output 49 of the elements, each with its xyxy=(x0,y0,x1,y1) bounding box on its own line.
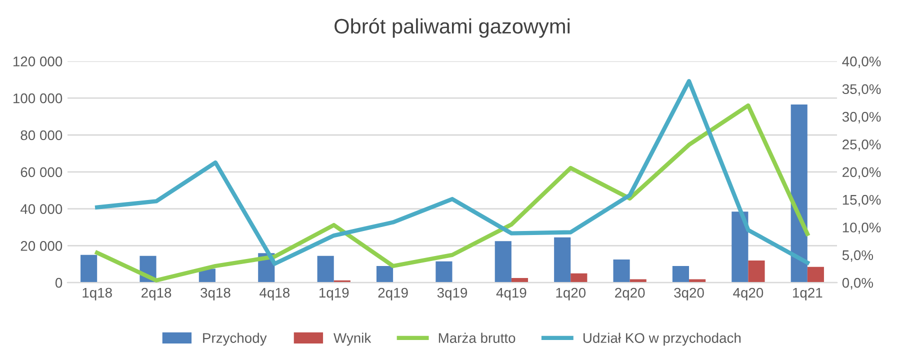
bar xyxy=(732,212,748,283)
chart-title: Obrót paliwami gazowymi xyxy=(334,18,570,38)
bar xyxy=(807,266,824,283)
x-tick-label: 2q18 xyxy=(142,288,172,300)
y-tick-label: 100 000 xyxy=(14,93,62,104)
y-tick-label: 40 000 xyxy=(20,204,62,214)
x-tick-label: 4q18 xyxy=(260,288,290,300)
y-tick-label: 80 000 xyxy=(20,130,62,140)
y-tick-label: 20 000 xyxy=(20,241,62,251)
x-tick-label: 4q19 xyxy=(496,288,526,300)
bar xyxy=(790,104,808,283)
x-tick-label: 1q18 xyxy=(82,288,112,300)
x-tick-label: 1q21 xyxy=(793,288,822,300)
bar xyxy=(494,241,512,283)
x-tick-label: 2q19 xyxy=(378,288,408,300)
y-tick-label: 60 000 xyxy=(20,167,62,178)
bar xyxy=(317,256,334,283)
legend-label: Udział KO w przychodach xyxy=(584,332,741,346)
y2-tick-label: 25,0% xyxy=(842,140,881,152)
y2-tick-label: 20,0% xyxy=(842,167,881,179)
bar xyxy=(613,260,630,283)
line-series xyxy=(95,79,810,266)
y2-tick-label: 30,0% xyxy=(842,112,881,124)
bar xyxy=(672,266,690,283)
x-tick-label: 1q19 xyxy=(319,288,349,300)
y2-tick-label: 40,0% xyxy=(842,56,881,68)
x-tick-label: 2q20 xyxy=(615,288,645,300)
y2-tick-label: 15,0% xyxy=(842,194,881,206)
legend-label: Marża brutto xyxy=(438,332,516,343)
y2-tick-label: 5,0% xyxy=(842,250,874,262)
x-tick-label: 4q20 xyxy=(733,288,764,300)
y2-tick-label: 10,0% xyxy=(842,222,881,234)
bar xyxy=(748,260,765,283)
y2-tick-label: 0,0% xyxy=(842,278,874,290)
x-tick-label: 3q18 xyxy=(200,288,230,300)
bar xyxy=(570,273,588,283)
y2-tick-label: 35,0% xyxy=(842,84,881,96)
x-tick-label: 1q20 xyxy=(556,288,586,300)
legend-label: Przychody xyxy=(203,332,267,346)
bar xyxy=(376,266,394,283)
legend-label: Wynik xyxy=(334,332,372,346)
line-series xyxy=(95,103,810,282)
y-tick-label: 120 000 xyxy=(14,56,62,66)
y-tick-label: 0 xyxy=(55,278,62,288)
x-tick-label: 3q19 xyxy=(437,288,468,300)
bar xyxy=(436,261,452,283)
bar xyxy=(554,237,571,283)
bar xyxy=(80,254,98,283)
x-tick-label: 3q20 xyxy=(674,288,704,300)
